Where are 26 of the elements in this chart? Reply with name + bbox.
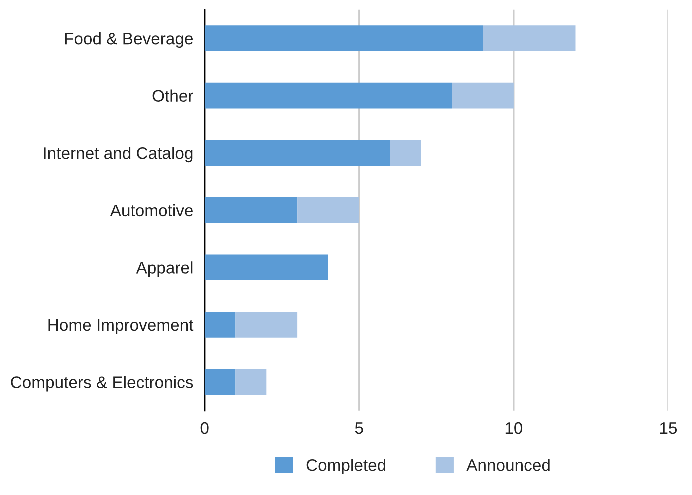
y-tick-label: Food & Beverage [65,32,193,48]
y-tick-label: Other [152,90,194,102]
bar [298,197,360,224]
x-tick-label: 10 [506,422,523,434]
bar [204,197,298,224]
bar [204,82,452,109]
bar [204,26,484,52]
y-tick-label: Apparel [136,262,193,278]
x-tick-label: 0 [200,422,209,434]
bar [204,312,236,338]
y-tick-label: Internet and Catalog [44,147,193,163]
bar [204,140,390,166]
y-tick-label: Home Improvement [48,320,194,334]
bar [204,369,236,396]
legend-label: Completed [306,459,386,475]
bar [483,26,576,52]
bar [236,369,267,396]
legend-label: Announced [466,459,550,472]
bar [204,254,328,281]
y-tick-label: Automotive [110,204,193,217]
y-tick-label: Computers & Electronics [11,376,194,392]
bar [390,140,422,166]
x-tick-label: 15 [660,422,678,434]
bar [452,82,514,109]
x-tick-label: 5 [355,422,364,434]
bar [236,312,298,338]
